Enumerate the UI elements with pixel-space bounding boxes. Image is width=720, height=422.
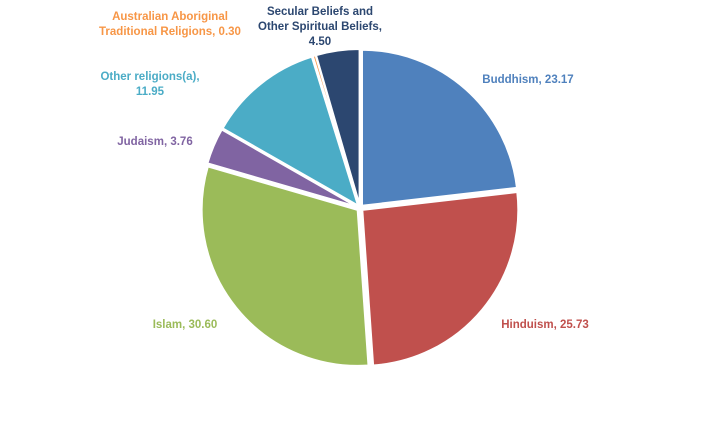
pie-slice [221, 55, 360, 208]
pie-slice [200, 165, 370, 367]
data-label: Other religions(a), 11.95 [100, 71, 200, 98]
label-value: 3.76 [170, 136, 193, 148]
label-category: Secular Beliefs and Other Spiritual Beli… [258, 6, 379, 33]
label-category: Other religions(a) [100, 71, 197, 83]
pie-slice [360, 48, 519, 207]
pie-slice [314, 48, 361, 206]
label-value: 30.60 [188, 319, 218, 331]
label-category: Hinduism [501, 319, 554, 331]
label-category: Islam [152, 319, 183, 331]
data-label: Hinduism, 25.73 [501, 319, 589, 331]
label-category: Buddhism [482, 74, 539, 86]
label-category: Judaism [117, 136, 164, 148]
label-value: 0.30 [218, 26, 241, 38]
label-value: 4.50 [308, 36, 332, 48]
label-value: 23.17 [544, 74, 574, 86]
pie-slice [361, 190, 520, 367]
data-label: Buddhism, 23.17 [482, 74, 574, 86]
data-label: Islam, 30.60 [152, 319, 218, 331]
label-value: 11.95 [135, 86, 165, 98]
pie-slice [206, 128, 358, 208]
data-label: Australian Aboriginal Traditional Religi… [99, 11, 241, 38]
label-category: Australian Aboriginal Traditional Religi… [99, 11, 228, 38]
label-value: 25.73 [560, 319, 589, 331]
data-label: Secular Beliefs and Other Spiritual Beli… [258, 6, 382, 48]
data-label: Judaism, 3.76 [117, 136, 193, 148]
